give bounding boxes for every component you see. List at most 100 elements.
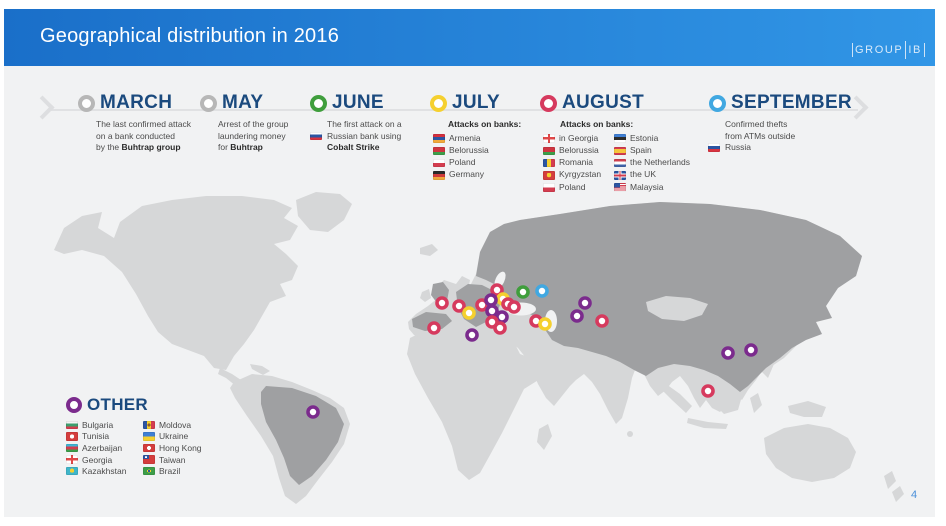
map-marker-icon [595, 314, 609, 328]
region-madagascar [537, 424, 552, 450]
region-iceland [420, 244, 438, 256]
map-markers [306, 283, 758, 419]
description-line: Confirmed thefts [725, 119, 795, 131]
map-marker-icon [306, 405, 320, 419]
logo-bar-icon [923, 43, 925, 57]
country-item: Taiwan [143, 454, 202, 466]
description-line: The first attack on a [327, 119, 402, 131]
group-ib-logo: GROUP IB [852, 40, 925, 60]
kyrgyzstan-flag-icon [543, 171, 555, 180]
map-marker-icon [507, 300, 521, 314]
russia-flag-icon [708, 143, 720, 152]
russia-flag-icon [310, 131, 322, 141]
month-marker-icon [78, 94, 95, 112]
region-sulawesi [750, 393, 762, 413]
country-item: Azerbaijan [66, 442, 143, 454]
month-description: Arrest of the group laundering money for B… [218, 119, 288, 154]
country-label: Brazil [159, 466, 181, 477]
country-item: Bulgaria [66, 419, 143, 431]
country-label: Azerbaijan [82, 442, 123, 453]
region-spain-highlight [412, 312, 452, 331]
month-name: JUNE [332, 92, 384, 113]
map-marker-icon [493, 321, 507, 335]
month-name: MAY [222, 92, 264, 113]
country-item: Germany [433, 169, 489, 181]
bulgaria-flag-icon [66, 420, 78, 430]
map-marker-icon [484, 293, 498, 307]
netherlands-flag-icon [614, 158, 626, 168]
country-item: Brazil [143, 465, 202, 477]
moldova-flag-icon [143, 420, 155, 430]
country-label: Belorussia [449, 145, 489, 156]
logo-text-ib: IB [908, 44, 922, 56]
description-line: laundering money [218, 131, 288, 143]
description-line: Russia [708, 142, 795, 154]
country-item: in Georgia [543, 133, 614, 145]
map-marker-icon [485, 304, 499, 318]
description-text: by the [96, 142, 122, 153]
country-item: the UK [614, 169, 690, 181]
map-marker-icon [721, 346, 735, 360]
map-marker-icon [516, 285, 530, 299]
description-text: Arrest of the group [218, 119, 289, 129]
country-label: Belorussia [559, 145, 599, 156]
country-item: Ukraine [143, 431, 202, 443]
header-bar: Geographical distribution in 2016 GROUP … [4, 9, 935, 66]
month-name: MARCH [100, 92, 173, 113]
country-item: Poland [433, 157, 489, 169]
azerbaijan-flag-icon [66, 443, 78, 453]
logo-text-group: GROUP [855, 44, 904, 56]
map-marker-icon [452, 299, 466, 313]
month-name: JULY [452, 92, 501, 113]
country-item: Poland [543, 181, 614, 193]
kazakhstan-flag-icon [66, 466, 78, 476]
description-text: from ATMs outside [725, 130, 796, 141]
country-label: the UK [630, 169, 656, 180]
page-number: 4 [910, 489, 918, 501]
map-marker-icon [427, 321, 441, 335]
region-brazil-highlight [261, 386, 344, 485]
country-item: Georgia [66, 454, 143, 466]
month-header: JULY [430, 92, 501, 113]
month-header: SEPTEMBER [709, 92, 852, 113]
region-java [687, 418, 728, 429]
taiwan-flag-icon [143, 455, 155, 464]
map-marker-icon [744, 343, 758, 357]
banks-column: Estonia Spain the Netherlands the UK Malaysi… [614, 133, 690, 194]
country-item: Romania [543, 157, 614, 169]
country-item: Estonia [614, 133, 690, 145]
description-text: The first attack on a [327, 119, 402, 129]
banks-column: in Georgia Belorussia Romania Kyrgyzstan Pol… [543, 133, 614, 194]
logo-bar-icon [905, 41, 907, 59]
month-description: The last confirmed attack on a bank condu… [96, 119, 191, 154]
region-sumatra [662, 384, 692, 413]
malaysia-flag-icon [614, 183, 626, 192]
map-marker-icon [465, 328, 479, 342]
country-label: Spain [630, 145, 652, 156]
belarus-flag-icon [433, 146, 445, 156]
uk-flag-icon [614, 171, 626, 180]
country-label: Malaysia [630, 181, 664, 192]
map-marker-icon [535, 284, 549, 298]
armenia-flag-icon [433, 134, 445, 143]
country-item: Belorussia [543, 145, 614, 157]
poland-flag-icon [433, 158, 445, 168]
month-header: JUNE [310, 92, 384, 113]
description-text: Russian bank using [327, 130, 402, 141]
other-legend: OTHER Bulgaria Tunisia Azerbaijan Georgia Ka… [66, 395, 202, 477]
country-label: Romania [559, 157, 594, 168]
georgia-flag-icon [66, 455, 78, 464]
poland-flag-icon [543, 183, 555, 192]
country-label: Moldova [159, 419, 192, 430]
description-line: The last confirmed attack [96, 119, 191, 131]
description-line: on a bank conducted [96, 131, 191, 143]
month-marker-icon [310, 94, 327, 112]
banks-title: Attacks on banks: [560, 119, 634, 129]
tunisia-flag-icon [66, 432, 78, 441]
region-greenland [296, 192, 352, 232]
other-marker-icon [66, 397, 82, 413]
other-legend-column: Moldova Ukraine Hong Kong Taiwan Brazil [143, 419, 202, 477]
description-bold-text: Cobalt Strike [327, 142, 380, 153]
country-item: Hong Kong [143, 442, 202, 454]
world-map [54, 192, 904, 504]
